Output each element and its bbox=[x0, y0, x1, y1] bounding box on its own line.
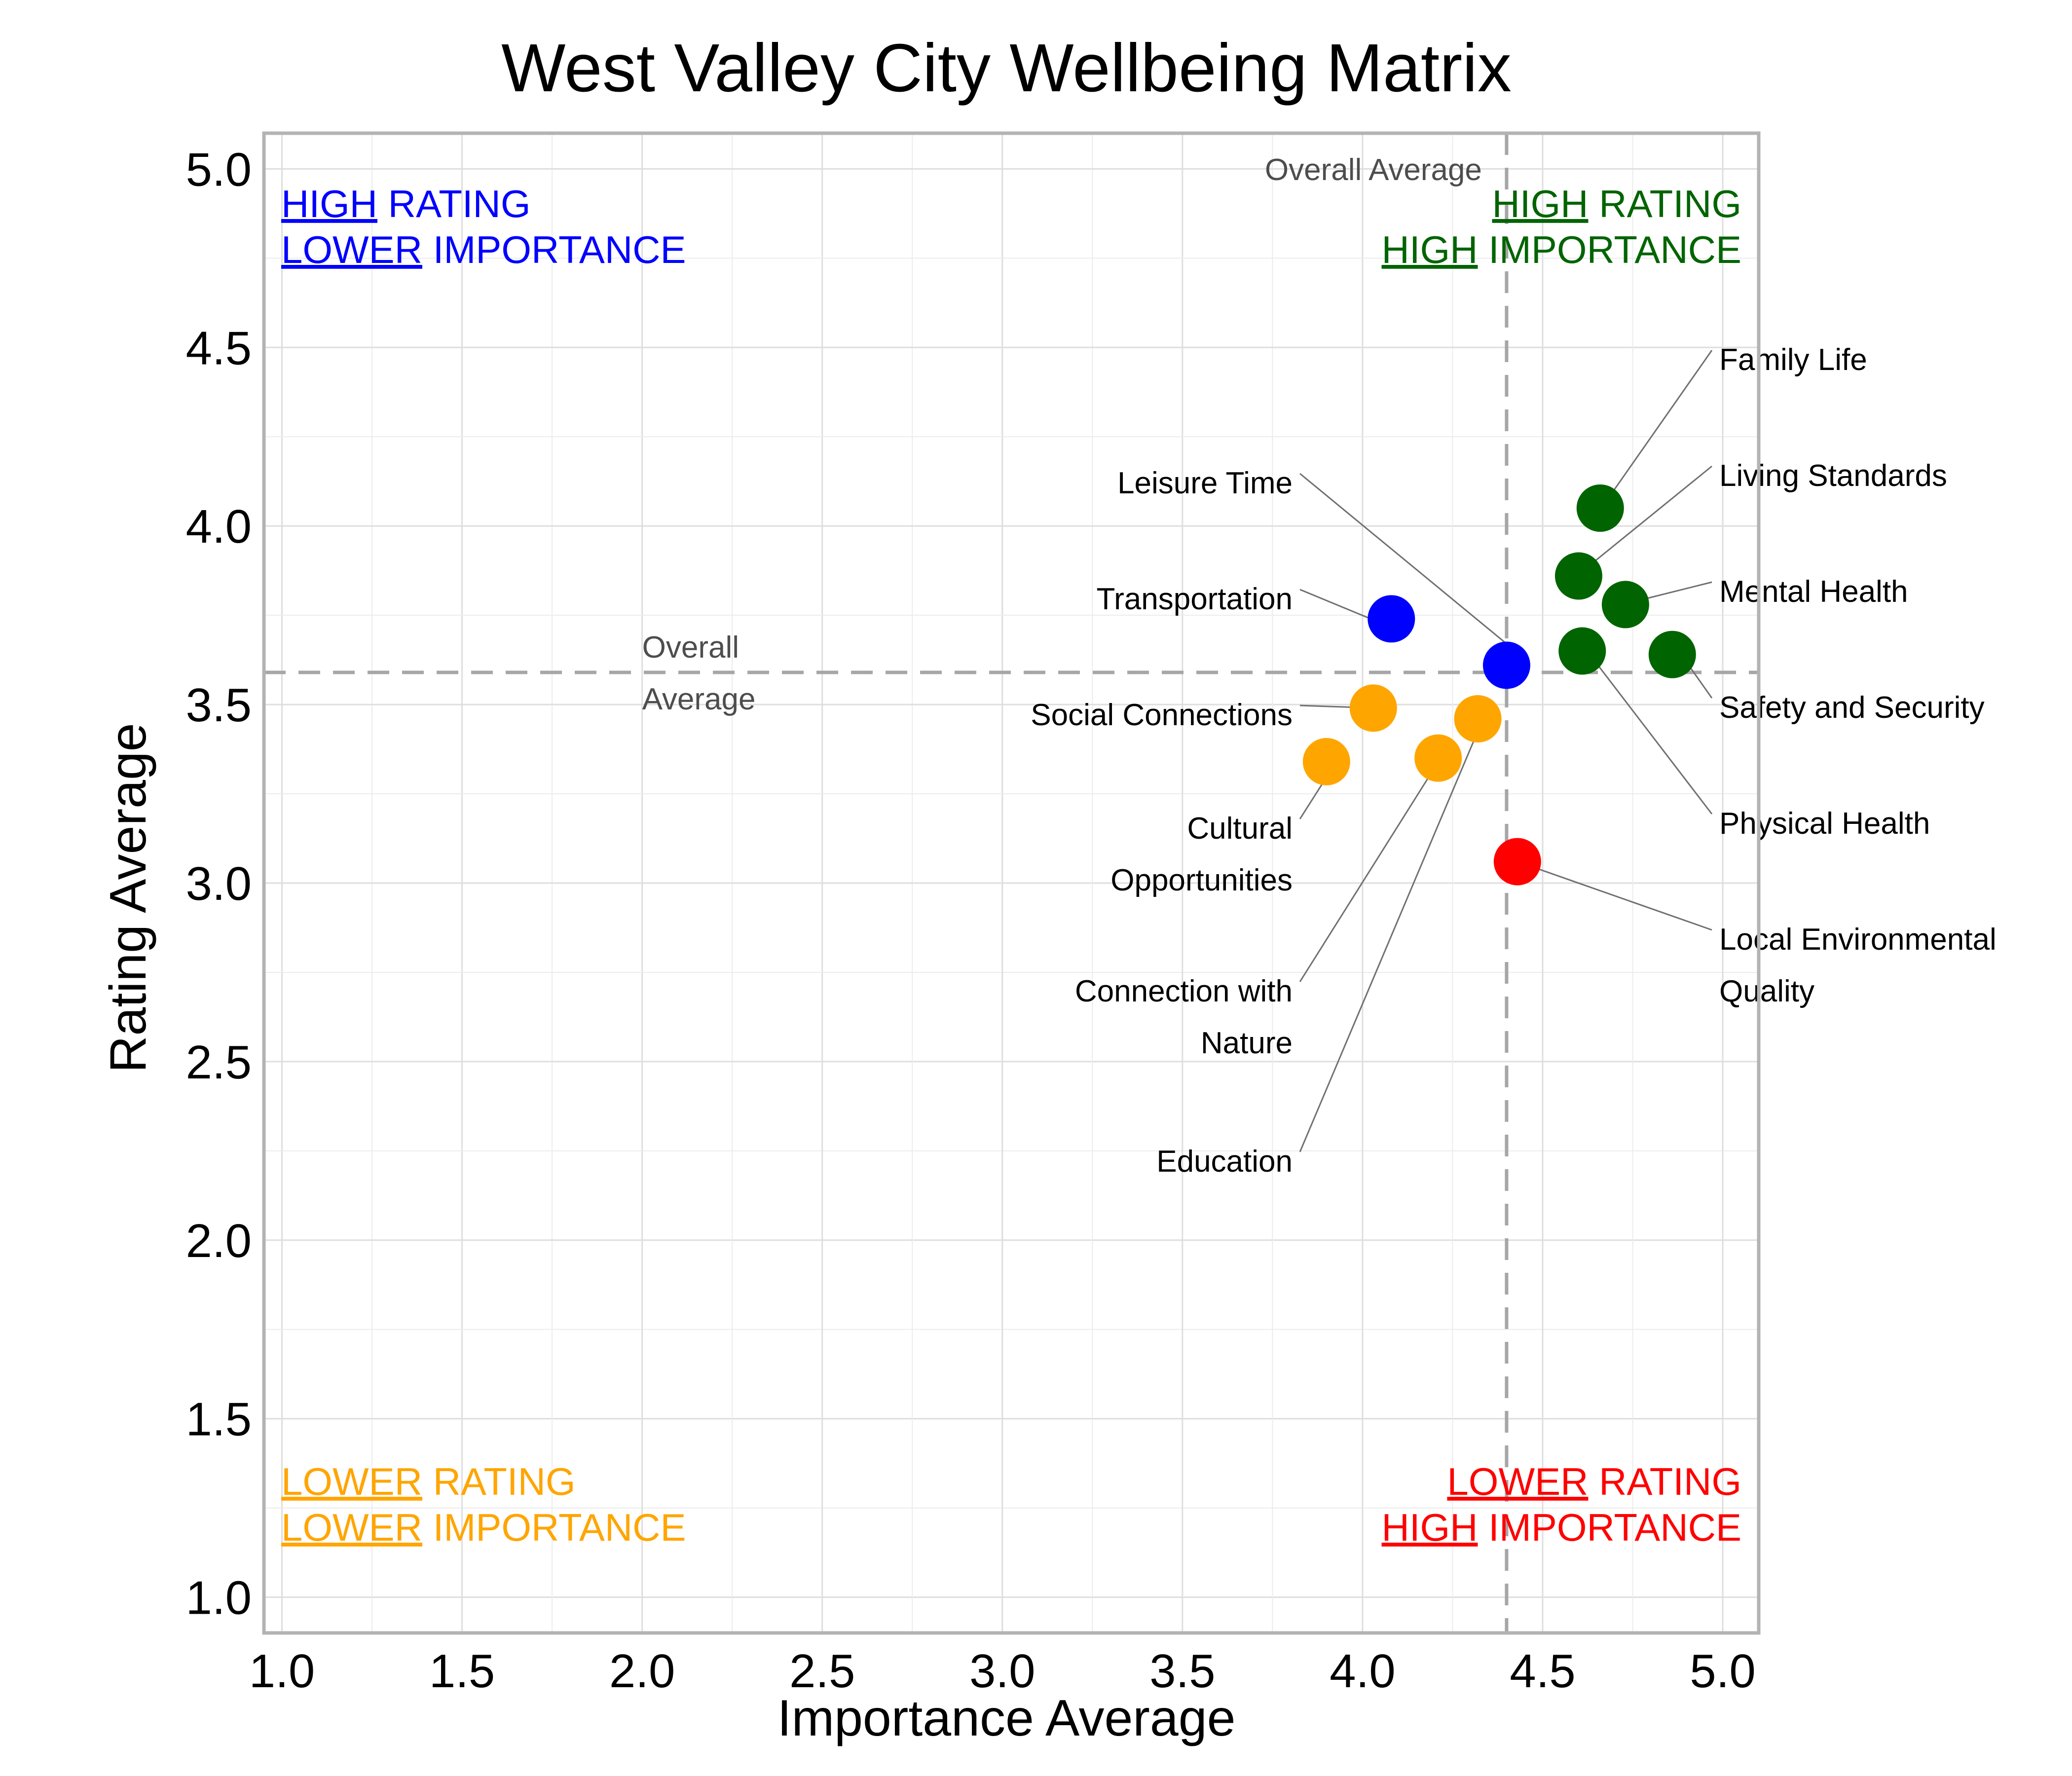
data-point bbox=[1493, 838, 1541, 886]
data-point bbox=[1368, 595, 1415, 643]
y-tick-label: 1.5 bbox=[186, 1393, 252, 1446]
data-point bbox=[1414, 734, 1462, 782]
point-label: Safety and Security bbox=[1719, 691, 1985, 725]
quadrant-label-line: HIGH RATING bbox=[1492, 182, 1741, 225]
y-axis-title: Rating Average bbox=[100, 723, 157, 1073]
y-average-label: Overall bbox=[642, 630, 739, 665]
point-label: Social Connections bbox=[1031, 698, 1293, 732]
y-tick-label: 4.5 bbox=[186, 322, 252, 374]
y-tick-label: 4.0 bbox=[186, 500, 252, 553]
y-tick-label: 2.5 bbox=[186, 1036, 252, 1089]
point-label: Physical Health bbox=[1719, 807, 1930, 841]
average-lines: Overall Average Overall Average bbox=[264, 133, 1759, 1633]
data-point bbox=[1601, 581, 1649, 629]
y-tick-label: 1.0 bbox=[186, 1572, 252, 1625]
point-label: Mental Health bbox=[1719, 575, 1908, 609]
data-point bbox=[1554, 552, 1602, 600]
quadrant-emphasis-word: HIGH bbox=[1492, 182, 1588, 225]
plot-border bbox=[262, 131, 1761, 1635]
point-label: Connection with bbox=[1075, 974, 1293, 1008]
quadrant-label-rest: RATING bbox=[1588, 1460, 1741, 1503]
point-label: Family Life bbox=[1719, 343, 1867, 377]
point-label: Education bbox=[1156, 1145, 1293, 1179]
quadrant-emphasis-word: LOWER bbox=[281, 228, 422, 271]
x-tick-label: 1.0 bbox=[249, 1645, 315, 1698]
quadrant-label-rest: IMPORTANCE bbox=[422, 1506, 686, 1549]
point-label: Leisure Time bbox=[1117, 466, 1293, 500]
leader-line bbox=[1299, 720, 1483, 1152]
x-tick-label: 3.5 bbox=[1149, 1645, 1215, 1698]
quadrant-emphasis-word: LOWER bbox=[1447, 1460, 1588, 1503]
leader-line bbox=[1607, 350, 1713, 499]
leader-line bbox=[1299, 473, 1510, 647]
y-tick-label: 3.0 bbox=[186, 857, 252, 910]
quadrant-label-rest: IMPORTANCE bbox=[422, 228, 686, 271]
point-label: Opportunities bbox=[1110, 863, 1293, 897]
quadrant-emphasis-word: HIGH bbox=[1382, 1506, 1478, 1549]
x-tick-label: 2.0 bbox=[609, 1645, 675, 1698]
quadrant-label-line: LOWER IMPORTANCE bbox=[281, 228, 686, 271]
y-average-label: Average bbox=[642, 682, 756, 716]
chart-title: West Valley City Wellbeing Matrix bbox=[501, 30, 1512, 106]
point-label: Local Environmental bbox=[1719, 923, 1997, 957]
x-average-label: Overall Average bbox=[1265, 153, 1482, 187]
point-label: Transportation bbox=[1097, 582, 1293, 616]
grid bbox=[264, 133, 1759, 1633]
quadrant-emphasis-word: HIGH bbox=[1382, 228, 1478, 271]
quadrant-label-line: HIGH IMPORTANCE bbox=[1382, 1506, 1742, 1549]
point-label: Living Standards bbox=[1719, 459, 1947, 493]
y-tick-label: 5.0 bbox=[186, 143, 252, 196]
quadrant-label-rest: RATING bbox=[377, 182, 531, 225]
x-tick-label: 5.0 bbox=[1690, 1645, 1755, 1698]
leader-line bbox=[1529, 865, 1712, 931]
y-tick-label: 3.5 bbox=[186, 679, 252, 732]
quadrant-label-line: HIGH IMPORTANCE bbox=[1382, 228, 1742, 271]
quadrant-label-line: LOWER RATING bbox=[1447, 1460, 1741, 1503]
data-point bbox=[1558, 627, 1606, 675]
point-labels: Family Life Living Standards Mental Health… bbox=[1031, 343, 1997, 1179]
leader-lines bbox=[1299, 350, 1713, 1152]
y-tick-label: 2.0 bbox=[186, 1215, 252, 1267]
quadrant-emphasis-word: HIGH bbox=[281, 182, 377, 225]
quadrant-label-line: LOWER IMPORTANCE bbox=[281, 1506, 686, 1549]
leader-line bbox=[1299, 762, 1439, 982]
data-point bbox=[1454, 695, 1502, 743]
data-point bbox=[1349, 684, 1397, 732]
x-tick-label: 4.0 bbox=[1330, 1645, 1395, 1698]
x-axis-title: Importance Average bbox=[777, 1690, 1236, 1747]
data-point bbox=[1576, 484, 1624, 532]
data-point bbox=[1648, 630, 1696, 678]
quadrant-label-rest: IMPORTANCE bbox=[1478, 1506, 1742, 1549]
x-tick-label: 2.5 bbox=[789, 1645, 855, 1698]
quadrant-emphasis-word: LOWER bbox=[281, 1506, 422, 1549]
x-tick-label: 3.0 bbox=[969, 1645, 1035, 1698]
axis-ticks: 1.0 1.5 2.0 2.5 3.0 3.5 4.0 4.5 5.0 1.0 1.5 2.0 2.5 3… bbox=[186, 143, 1756, 1698]
data-point bbox=[1302, 738, 1350, 785]
x-tick-label: 4.5 bbox=[1510, 1645, 1575, 1698]
quadrant-label-line: HIGH RATING bbox=[281, 182, 531, 225]
data-points bbox=[1302, 484, 1696, 886]
leader-line bbox=[1581, 465, 1712, 573]
point-label: Nature bbox=[1201, 1026, 1293, 1060]
x-tick-label: 1.5 bbox=[429, 1645, 495, 1698]
quadrant-label-rest: IMPORTANCE bbox=[1478, 228, 1742, 271]
quadrant-emphasis-word: LOWER bbox=[281, 1460, 422, 1503]
leader-line bbox=[1299, 589, 1372, 620]
quadrant-label-line: LOWER RATING bbox=[281, 1460, 576, 1503]
point-label: Quality bbox=[1719, 974, 1814, 1008]
data-point bbox=[1482, 641, 1530, 689]
quadrant-label-rest: RATING bbox=[1588, 182, 1741, 225]
quadrant-label-rest: RATING bbox=[422, 1460, 576, 1503]
point-label: Cultural bbox=[1187, 812, 1293, 846]
leader-line bbox=[1590, 656, 1713, 814]
